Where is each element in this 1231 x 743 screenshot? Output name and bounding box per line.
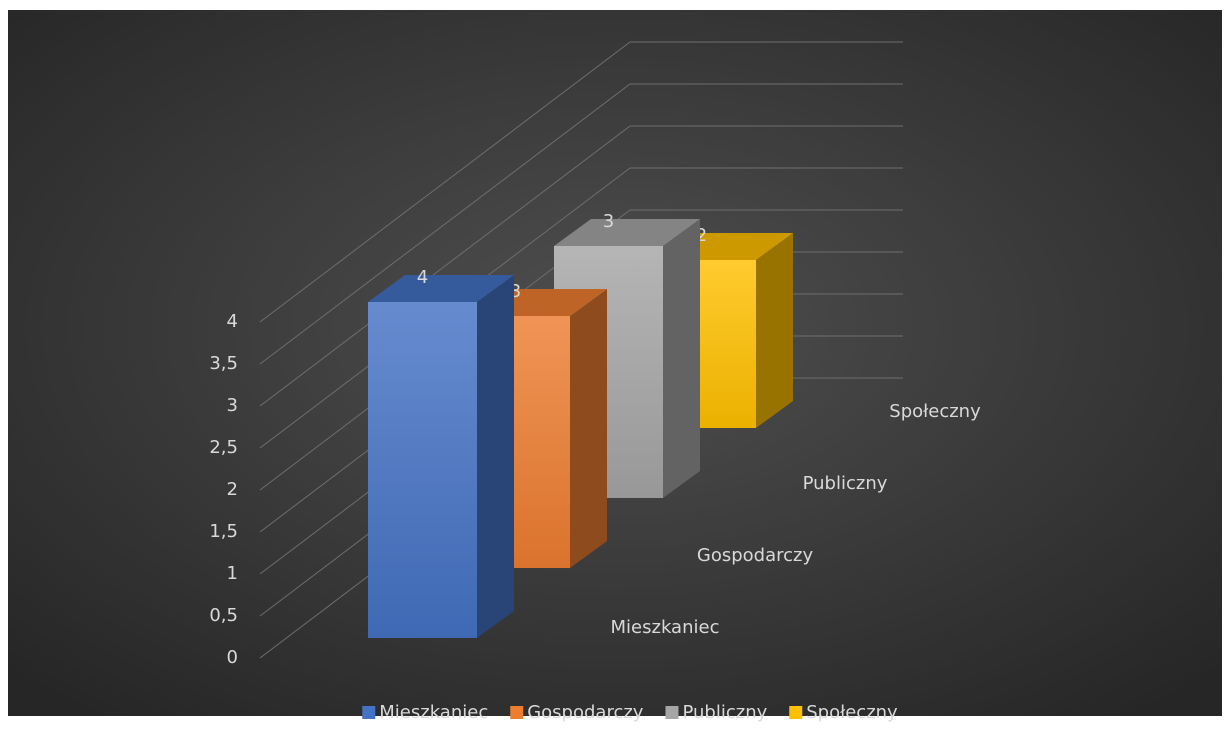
legend-swatch	[665, 706, 679, 719]
bar-side	[570, 289, 607, 568]
side-grid-line	[259, 83, 631, 365]
bar-side	[663, 219, 700, 498]
legend-label: Mieszkaniec	[379, 702, 488, 723]
y-tick-label: 4	[227, 311, 238, 332]
depth-axis-label: Gospodarczy	[697, 545, 814, 566]
y-tick-label: 0	[227, 647, 238, 668]
bar-top	[554, 219, 700, 246]
legend-label: Gospodarczy	[527, 702, 644, 723]
bar-top	[368, 275, 514, 302]
y-tick-label: 0,5	[209, 605, 238, 626]
depth-axis-label: Publiczny	[803, 473, 888, 494]
y-tick-label: 3,5	[209, 353, 238, 374]
legend-swatch	[510, 706, 524, 719]
y-tick-label: 2,5	[209, 437, 238, 458]
legend-swatch	[789, 706, 803, 719]
legend-label: Publiczny	[682, 702, 767, 723]
bar	[368, 302, 477, 638]
depth-axis-label: Mieszkaniec	[611, 617, 720, 638]
y-tick-label: 1,5	[209, 521, 238, 542]
y-tick-label: 2	[227, 479, 238, 500]
y-tick-label: 1	[227, 563, 238, 584]
data-label: 4	[417, 267, 428, 288]
data-label: 3	[603, 211, 614, 232]
y-tick-label: 3	[227, 395, 238, 416]
side-grid-line	[259, 41, 631, 323]
legend-swatch	[362, 706, 376, 719]
data-label: 3	[510, 281, 521, 302]
data-label: 2	[696, 225, 707, 246]
side-grid-line	[259, 125, 631, 407]
bar-side	[756, 233, 793, 428]
depth-axis-label: Społeczny	[889, 401, 981, 422]
bar-side	[477, 275, 514, 638]
legend-label: Społeczny	[806, 702, 898, 723]
